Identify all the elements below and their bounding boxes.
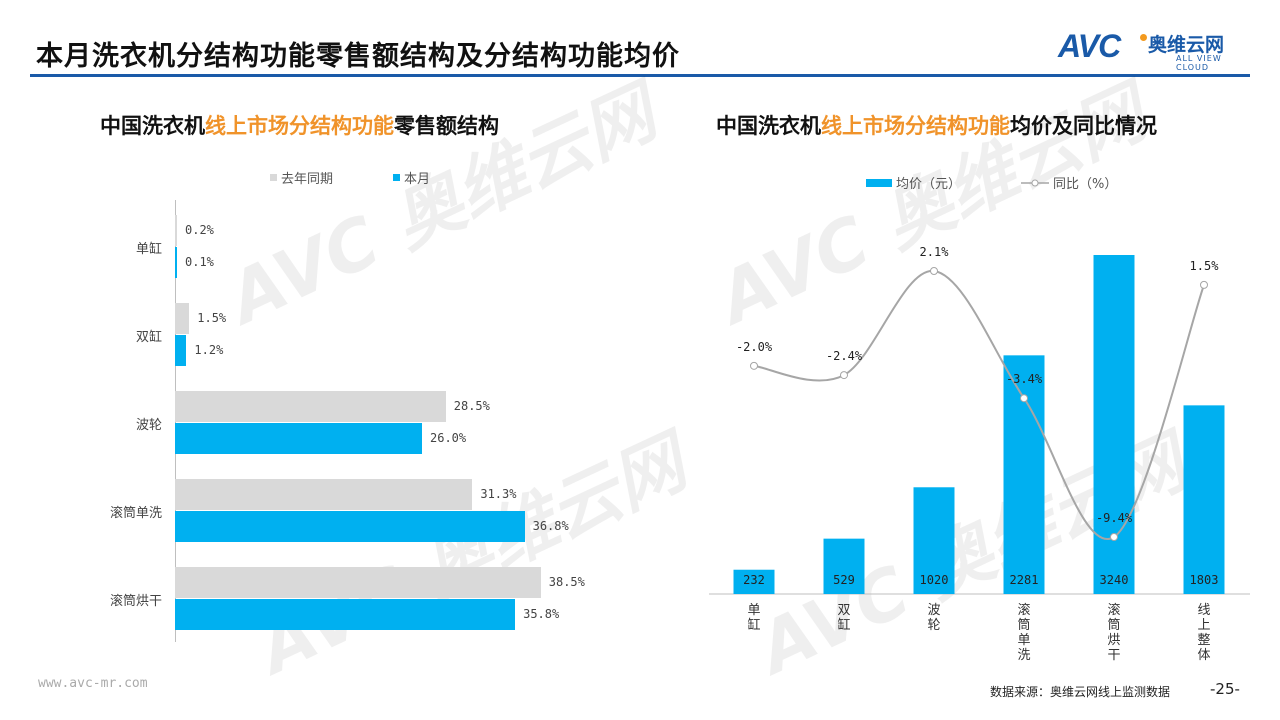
category-label: 波轮: [135, 418, 162, 433]
yoy-label: -3.4%: [1005, 372, 1043, 387]
yoy-label: 1.5%: [1189, 258, 1219, 273]
left-chart-title: 中国洗衣机线上市场分结构功能零售额结构: [100, 114, 499, 138]
yoy-label: -2.0%: [735, 339, 773, 354]
price-label: 1020: [919, 573, 949, 587]
category-label: 滚筒单洗: [1017, 603, 1031, 663]
data-label: 0.2%: [185, 223, 214, 237]
yoy-point: [930, 267, 938, 275]
data-label: 38.5%: [548, 575, 585, 589]
legend-swatch-last-year: [270, 174, 277, 181]
price-label: 232: [743, 573, 765, 587]
category-label: 单缸: [747, 603, 761, 633]
legend-label: 去年同期: [281, 172, 334, 187]
data-label: 0.1%: [185, 255, 214, 269]
category-label: 滚筒单洗: [109, 506, 162, 521]
data-source: 数据来源：奥维云网线上监测数据: [990, 685, 1171, 699]
price-bar: [823, 538, 865, 594]
right-legend: 均价（元） 同比（%）: [866, 173, 1117, 192]
bar-this-month: [175, 335, 187, 366]
price-bar: [1183, 405, 1225, 594]
category-label: 单缸: [135, 242, 162, 257]
yoy-line: [753, 269, 1205, 541]
yoy-label: -2.4%: [825, 349, 863, 364]
page-number: -25-: [1210, 680, 1240, 698]
price-label: 2281: [1009, 573, 1039, 587]
left-legend: 去年同期 本月: [270, 168, 430, 187]
data-label: 35.8%: [523, 607, 560, 621]
footer-url[interactable]: www.avc-mr.com: [38, 676, 148, 691]
bar-this-month: [175, 599, 516, 630]
title-divider: [30, 74, 1250, 77]
yoy-point: [1020, 394, 1028, 403]
legend-label: 本月: [404, 172, 431, 187]
bar-last-year: [175, 303, 190, 334]
bar-this-month: [175, 247, 177, 278]
data-label: 31.3%: [480, 487, 517, 501]
bar-last-year: [175, 479, 473, 510]
category-label: 双缸: [837, 603, 851, 633]
data-label: 1.5%: [197, 311, 227, 325]
legend-label: 同比（%）: [1053, 177, 1118, 192]
yoy-point: [1200, 280, 1208, 289]
category-label: 滚筒烘干: [1107, 603, 1121, 663]
yoy-point: [840, 371, 848, 380]
price-bar: [913, 487, 955, 594]
data-label: 28.5%: [453, 399, 490, 413]
yoy-label: 2.1%: [919, 245, 949, 259]
data-label: 1.2%: [194, 343, 224, 357]
bar-last-year: [175, 391, 446, 422]
avc-logo: AVC 奥维云网 ALL VIEW CLOUD: [1058, 28, 1225, 72]
bar-last-year: [175, 215, 177, 246]
bar-last-year: [175, 567, 541, 598]
legend-swatch-this-month: [393, 174, 401, 181]
category-label: 线上整体: [1197, 603, 1211, 663]
yoy-point: [1110, 532, 1118, 541]
category-label: 滚筒烘干: [109, 594, 162, 609]
legend-label: 均价（元）: [896, 177, 962, 192]
price-bar: [733, 569, 775, 594]
right-chart-title: 中国洗衣机线上市场分结构功能均价及同比情况: [716, 114, 1157, 138]
price-label: 1803: [1189, 573, 1219, 587]
price-bar: [1003, 355, 1045, 594]
data-label: 26.0%: [430, 431, 467, 445]
yoy-label: -9.4%: [1095, 510, 1133, 525]
category-label: 双缸: [135, 330, 162, 345]
price-label: 3240: [1099, 573, 1129, 587]
yoy-point: [750, 361, 758, 370]
legend-swatch-price: [866, 178, 892, 187]
bar-this-month: [175, 423, 422, 454]
page-title: 本月洗衣机分结构功能零售额结构及分结构功能均价: [36, 41, 680, 72]
legend-line-yoy: [1021, 179, 1050, 186]
bar-this-month: [175, 511, 525, 542]
category-label: 波轮: [927, 603, 941, 633]
data-label: 36.8%: [532, 519, 569, 533]
price-label: 529: [833, 573, 855, 587]
price-bar: [1093, 255, 1135, 594]
